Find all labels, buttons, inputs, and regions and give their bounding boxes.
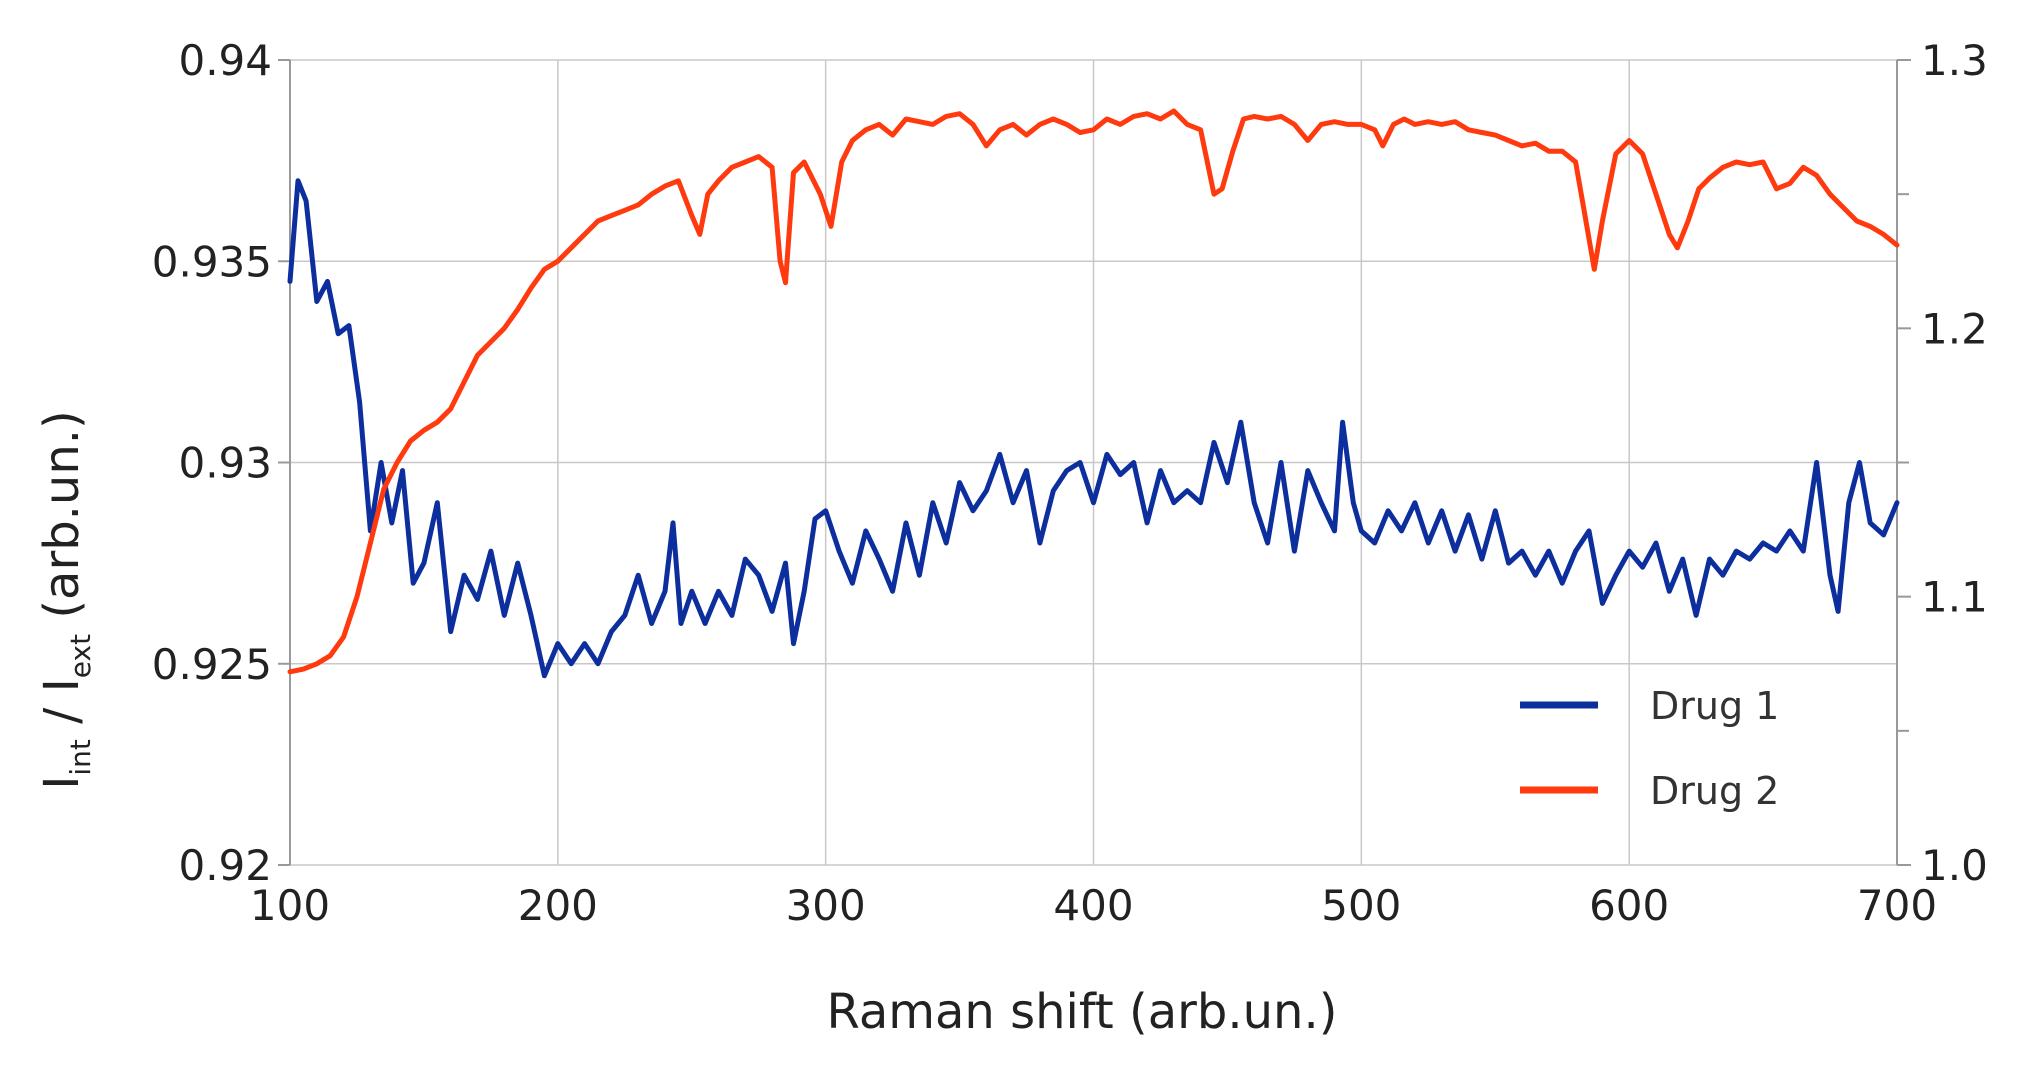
y-tick-label: 0.935 — [152, 237, 272, 286]
y2-tick-label: 1.1 — [1921, 573, 1988, 622]
y-label-i-ext: I — [34, 678, 90, 692]
y-label-units: (arb.un.) — [34, 410, 90, 634]
x-axis-label: Raman shift (arb.un.) — [827, 984, 1338, 1040]
y2-tick-label: 1.2 — [1921, 304, 1988, 353]
legend-label-drug-2: Drug 2 — [1650, 769, 1779, 813]
x-tick-label: 200 — [518, 881, 598, 930]
y-axis-label: Iint / Iext (arb.un.) — [34, 410, 97, 790]
x-tick-label: 700 — [1857, 881, 1937, 930]
y-tick-label: 0.93 — [178, 439, 272, 488]
legend-label-drug-1: Drug 1 — [1650, 684, 1779, 728]
y2-tick-label: 1.0 — [1921, 841, 1988, 890]
x-tick-label: 300 — [786, 881, 866, 930]
y-label-i-int: I — [34, 776, 90, 790]
x-tick-label: 100 — [250, 881, 330, 930]
series-line-drug-2 — [287, 108, 1900, 675]
axes — [278, 59, 1911, 866]
y-label-sub-ext: ext — [64, 634, 97, 678]
y-tick-label: 0.94 — [178, 36, 272, 85]
series-lines — [287, 108, 1900, 679]
y-tick-label: 0.92 — [178, 841, 272, 890]
legend: Drug 1 Drug 2 — [1520, 684, 1779, 813]
x-tick-label: 600 — [1589, 881, 1669, 930]
grid-lines — [289, 59, 1898, 866]
series-line-drug-1 — [287, 178, 1900, 679]
x-tick-label: 500 — [1321, 881, 1401, 930]
y2-tick-label: 1.3 — [1921, 36, 1988, 85]
y-tick-label: 0.925 — [152, 640, 272, 689]
x-tick-label: 400 — [1053, 881, 1133, 930]
y-label-separator: / — [34, 692, 90, 739]
y-label-sub-int: int — [64, 739, 97, 776]
tick-labels: 100 200 300 400 500 600 700 0.92 0.925 0.93 0.935 0… — [152, 36, 1988, 930]
